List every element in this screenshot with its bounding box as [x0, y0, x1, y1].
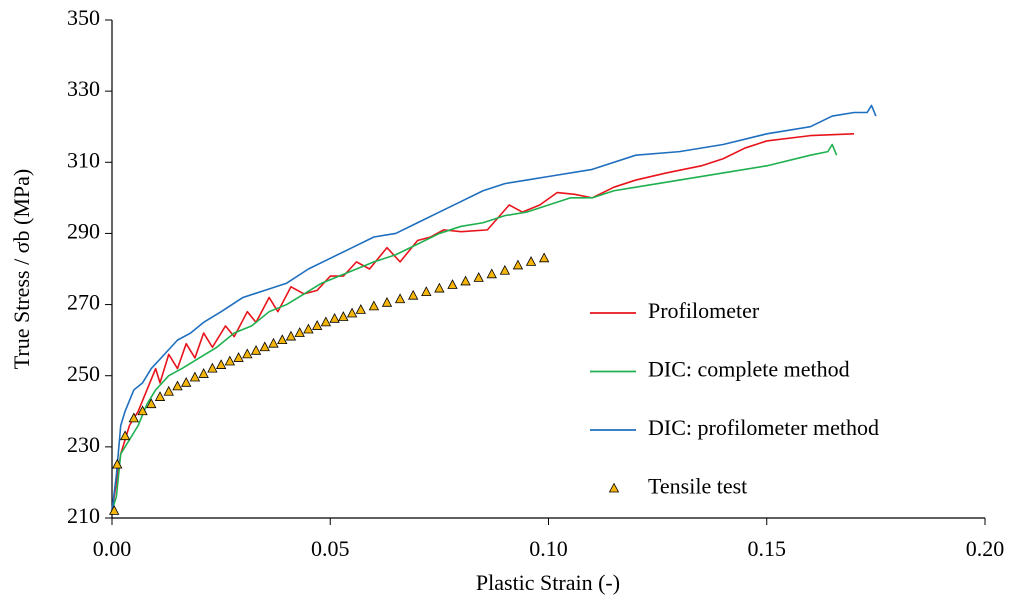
- data-point: [538, 252, 550, 263]
- x-tick-label: 0.20: [966, 536, 1005, 561]
- data-point: [250, 344, 262, 355]
- data-point: [259, 341, 270, 352]
- data-point: [311, 320, 323, 330]
- y-tick-label: 210: [67, 503, 100, 528]
- data-point: [268, 337, 279, 348]
- data-point: [233, 352, 244, 362]
- data-point: [499, 264, 511, 275]
- y-tick-label: 270: [67, 290, 100, 315]
- legend-swatch: [608, 482, 620, 493]
- data-point: [394, 293, 406, 304]
- data-point: [215, 359, 227, 369]
- data-point: [277, 334, 288, 345]
- data-point: [119, 430, 131, 441]
- x-tick-label: 0.00: [93, 536, 132, 561]
- data-point: [447, 279, 458, 289]
- data-point: [329, 312, 340, 323]
- y-tick-label: 290: [67, 218, 100, 243]
- x-tick-label: 0.05: [311, 536, 350, 561]
- data-point: [172, 380, 183, 391]
- x-axis-label: Plastic Strain (-): [476, 570, 620, 595]
- data-point: [294, 327, 305, 337]
- data-point: [512, 259, 524, 270]
- data-point: [146, 398, 157, 409]
- y-tick-label: 250: [67, 361, 100, 386]
- data-point: [109, 505, 120, 515]
- series-line: [111, 104, 877, 511]
- data-point: [460, 275, 471, 286]
- data-point: [434, 282, 445, 293]
- y-tick-label: 330: [67, 76, 100, 101]
- data-point: [368, 300, 380, 311]
- data-point: [189, 371, 201, 382]
- legend-label: Tensile test: [648, 474, 747, 499]
- y-tick-label: 230: [67, 432, 100, 457]
- data-point: [181, 376, 192, 387]
- data-point: [355, 304, 366, 314]
- y-tick-label: 310: [67, 147, 100, 172]
- data-point: [137, 405, 148, 416]
- series-line: [111, 143, 838, 512]
- data-point: [338, 311, 349, 321]
- data-point: [320, 316, 332, 327]
- data-point: [285, 330, 297, 341]
- series-line: [111, 133, 855, 512]
- y-tick-label: 350: [67, 5, 100, 30]
- data-point: [112, 458, 123, 469]
- data-point: [486, 268, 497, 279]
- data-point: [198, 368, 209, 378]
- x-tick-label: 0.10: [529, 536, 568, 561]
- data-point: [525, 256, 537, 266]
- data-point: [303, 323, 314, 334]
- legend-label: DIC: profilometer method: [648, 415, 879, 440]
- data-point: [154, 391, 166, 401]
- data-point: [207, 362, 218, 373]
- data-point: [242, 348, 253, 359]
- data-point: [408, 289, 419, 300]
- data-point: [163, 385, 174, 396]
- legend-label: Profilometer: [648, 298, 760, 323]
- data-point: [224, 355, 236, 366]
- legend-label: DIC: complete method: [648, 357, 850, 382]
- data-point: [473, 272, 484, 282]
- data-point: [128, 412, 139, 423]
- data-point: [346, 307, 358, 318]
- data-point: [381, 296, 393, 307]
- y-axis-label: True Stress / σb (MPa): [9, 169, 34, 370]
- x-tick-label: 0.15: [748, 536, 787, 561]
- data-point: [421, 286, 432, 297]
